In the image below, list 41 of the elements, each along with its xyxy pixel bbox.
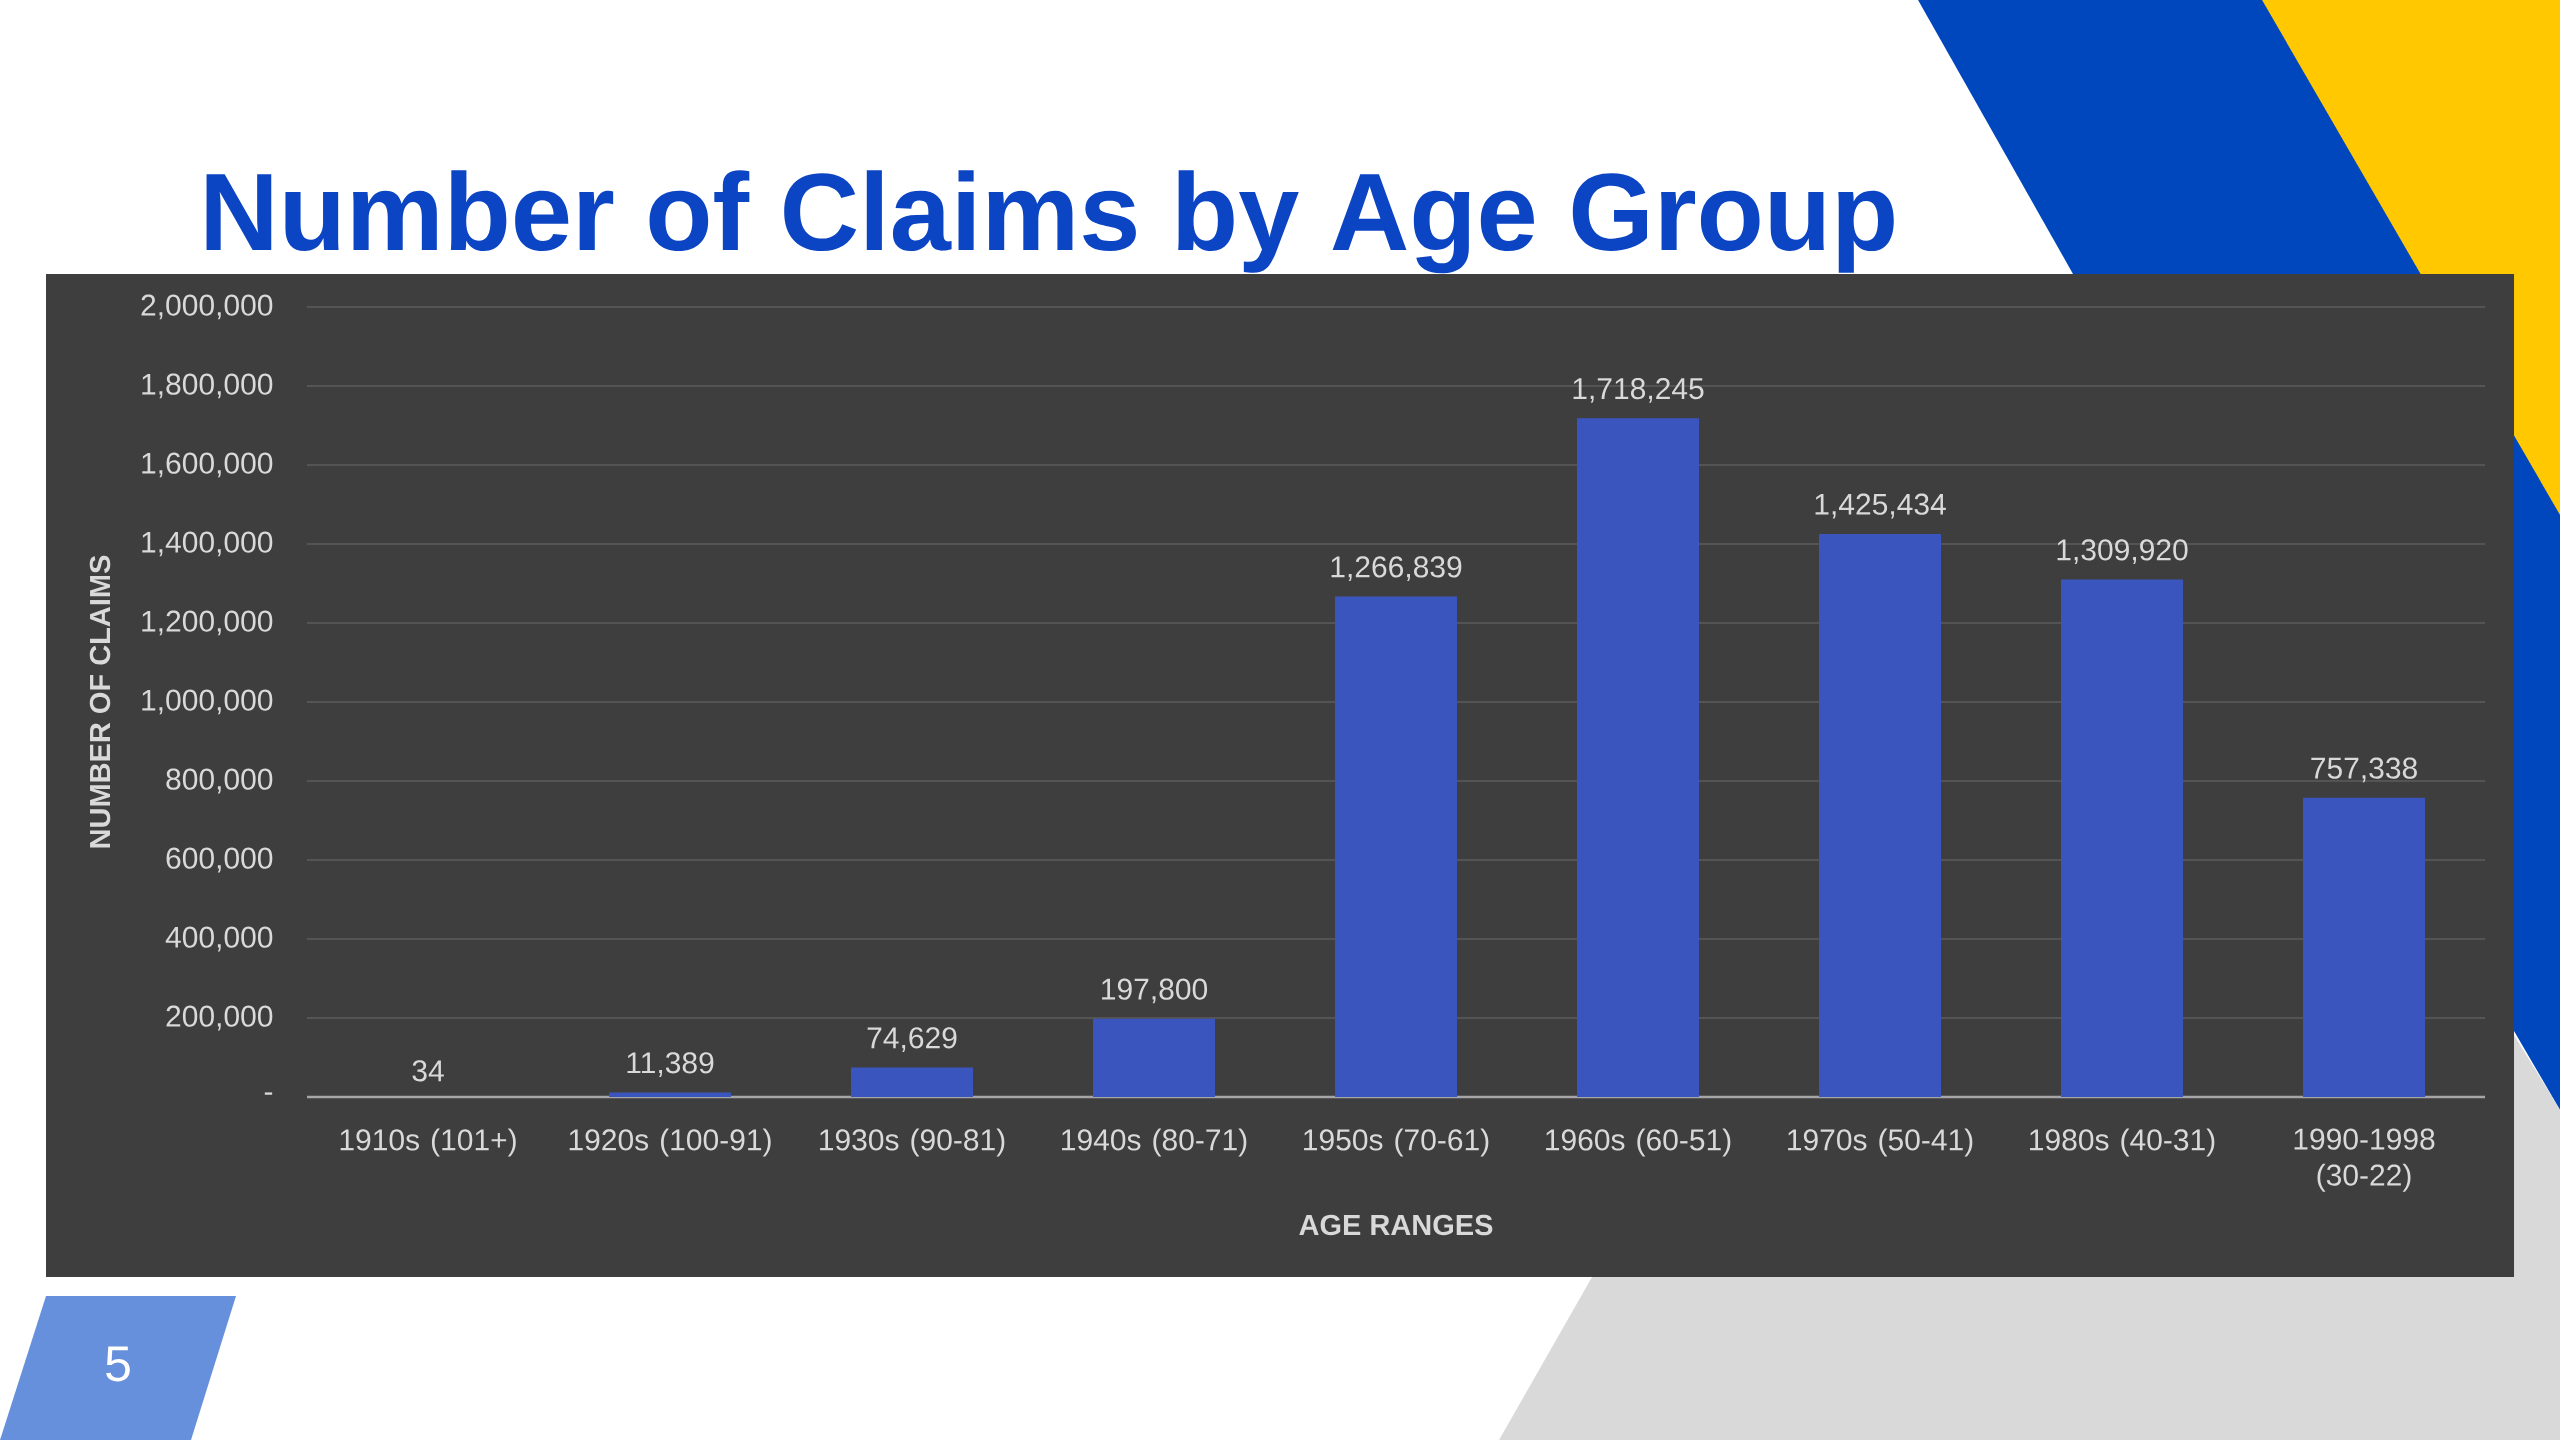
x-tick-label: 1980s (40-31): [2030, 1128, 2215, 1157]
bar: [1577, 418, 1700, 1097]
data-label: 11,389: [627, 1052, 714, 1077]
x-tick-label: 1910s (101+): [340, 1128, 516, 1157]
y-tick-label: 200,000: [166, 1005, 273, 1031]
y-tick-label: 1,400,000: [142, 531, 273, 557]
y-tick-label: 1,000,000: [142, 689, 273, 715]
chart-title: Number of Claims by Age Group: [206, 170, 1894, 274]
data-label: 1,425,434: [1815, 493, 1946, 519]
data-label: 197,800: [1102, 978, 1208, 1004]
y-tick-label: 1,200,000: [142, 610, 273, 636]
y-tick-label: 1,600,000: [142, 452, 273, 478]
data-label: 34: [412, 1060, 444, 1082]
data-label: 74,629: [867, 1027, 957, 1052]
x-tick-label: 1930s (90-81): [820, 1128, 1005, 1157]
x-tick-label: 1990-1998 (30-22): [2294, 1128, 2435, 1192]
y-tick-label: 600,000: [166, 847, 273, 873]
bar: [609, 1092, 732, 1097]
data-label: 757,338: [2311, 757, 2417, 783]
y-tick-label: 400,000: [165, 926, 273, 952]
data-label: 1,266,839: [1331, 556, 1462, 582]
bar: [2303, 797, 2426, 1097]
bar: [1093, 1018, 1216, 1097]
y-tick-label: 1,800,000: [142, 373, 273, 399]
x-tick-label: 1960s (60-51): [1546, 1128, 1731, 1157]
y-axis-title: NUMBER OF CLAIMS: [89, 555, 111, 848]
bar: [2061, 579, 2184, 1097]
data-label: 1,718,245: [1573, 377, 1704, 403]
x-tick-label: 1920s (100-91): [569, 1128, 771, 1157]
x-tick-label: 1940s (80-71): [1062, 1128, 1247, 1157]
data-label: 1,309,920: [2057, 539, 2188, 565]
y-tick-label: 2,000,000: [141, 294, 273, 320]
y-tick-label: -: [264, 1092, 273, 1095]
bar: [1819, 533, 1942, 1097]
bar: [1335, 596, 1458, 1097]
text: 5: [106, 1346, 130, 1382]
x-tick-label: 1950s (70-61): [1304, 1128, 1489, 1157]
x-tick-label: 1970s (50-41): [1788, 1128, 1973, 1157]
y-tick-label: 800,000: [166, 768, 273, 794]
bar: [851, 1067, 974, 1097]
x-axis-title: AGE RANGES: [1299, 1214, 1493, 1236]
